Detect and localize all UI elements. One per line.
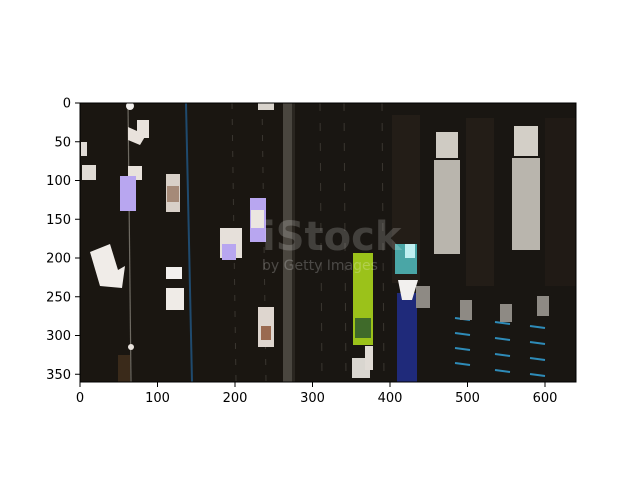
y-tick-label: 250 — [46, 290, 71, 305]
green-truck-stripe — [355, 318, 371, 338]
watermark-main: iStock — [262, 214, 403, 260]
mask-blob-white — [128, 344, 134, 350]
mask-blob-white — [261, 326, 271, 340]
x-tick-label: 600 — [533, 391, 558, 406]
parking-area — [466, 118, 494, 286]
x-tick-label: 0 — [76, 391, 84, 406]
mask-overlays — [81, 103, 418, 382]
x-tick-label: 300 — [300, 391, 325, 406]
mask-blob-white — [258, 103, 274, 110]
semi-cab — [514, 126, 538, 156]
x-tick-label: 200 — [223, 391, 248, 406]
mask-blob-white — [118, 355, 130, 382]
x-tick-label: 500 — [455, 391, 480, 406]
mask-blob-white — [167, 186, 179, 202]
watermark-sub: by Getty Images — [262, 258, 378, 274]
mask-blob-white — [126, 103, 134, 110]
mask-blob-lavender — [120, 176, 136, 211]
central-barrier — [283, 103, 292, 382]
semi-trailer — [512, 158, 540, 250]
parked-cars — [416, 286, 549, 322]
lane-line — [343, 103, 347, 382]
mask-blob-white — [128, 127, 146, 145]
y-tick-label: 300 — [46, 329, 71, 344]
lane-line — [381, 103, 385, 382]
y-tick-label: 50 — [54, 135, 71, 150]
y-tick-label: 200 — [46, 252, 71, 267]
mask-blob-white — [166, 267, 182, 279]
y-axis: 0 50 100 150 200 250 300 350 — [46, 97, 80, 383]
mask-blob-white — [81, 142, 87, 156]
x-axis: 0 100 200 300 400 500 600 — [76, 382, 558, 406]
x-tick-label: 400 — [378, 391, 403, 406]
blue-truck — [397, 293, 417, 382]
lane-line — [185, 103, 193, 382]
y-tick-label: 100 — [46, 174, 71, 189]
aerial-highway-image: iStock by Getty Images — [80, 103, 576, 382]
semi-cab — [436, 132, 458, 158]
mask-blob-white — [365, 346, 373, 370]
mask-blob-white — [82, 165, 96, 180]
axes-frame — [79, 102, 577, 383]
y-tick-label: 0 — [63, 97, 71, 112]
mask-blob-lavender — [222, 244, 236, 260]
central-barrier-edge — [292, 103, 295, 382]
y-tick-label: 150 — [46, 213, 71, 228]
mask-blob-white — [398, 280, 418, 300]
lane-line — [319, 103, 323, 382]
mask-blob-white — [251, 210, 264, 228]
mask-blob-cyan — [405, 244, 415, 258]
x-tick-label: 100 — [145, 391, 170, 406]
mask-blob-white — [90, 244, 125, 288]
parking-area — [545, 118, 576, 286]
mask-blob-white — [166, 288, 184, 310]
y-tick-label: 350 — [46, 368, 71, 383]
lane-line — [127, 103, 132, 382]
semi-trailer — [434, 160, 460, 254]
